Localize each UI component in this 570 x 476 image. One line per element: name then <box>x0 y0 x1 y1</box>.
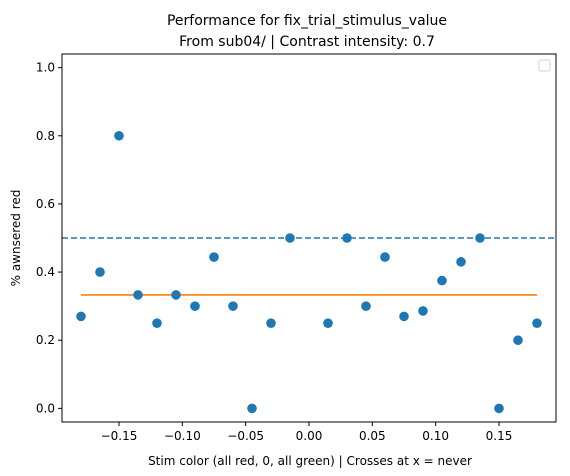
data-point <box>247 404 257 414</box>
data-point <box>475 233 485 243</box>
y-tick-label: 0.6 <box>36 197 55 211</box>
x-tick-label: 0.10 <box>422 429 449 443</box>
data-point <box>76 312 86 322</box>
data-point <box>152 318 162 328</box>
x-tick-label: 0.05 <box>359 429 386 443</box>
data-point <box>342 233 352 243</box>
data-point <box>285 233 295 243</box>
data-point <box>532 318 542 328</box>
data-point <box>418 306 428 316</box>
data-point <box>95 267 105 277</box>
legend-box <box>539 60 550 71</box>
data-point <box>361 301 371 311</box>
data-point <box>114 131 124 141</box>
x-tick-label: −0.05 <box>227 429 264 443</box>
chart-title: Performance for fix_trial_stimulus_value <box>167 13 447 29</box>
y-axis-label: % awnsered red <box>9 190 23 287</box>
data-point <box>437 276 447 286</box>
y-tick-label: 0.2 <box>36 333 55 347</box>
data-point <box>380 252 390 262</box>
data-point <box>133 290 143 300</box>
data-point <box>171 290 181 300</box>
data-point <box>399 312 409 322</box>
x-tick-label: −0.15 <box>101 429 138 443</box>
data-point <box>266 318 276 328</box>
data-point <box>456 257 466 267</box>
x-tick-label: −0.10 <box>164 429 201 443</box>
y-tick-label: 0.0 <box>36 401 55 415</box>
data-point <box>323 318 333 328</box>
plot-area: 0.0 0.2 0.4 0.6 0.8 1.0 −0.15 −0.10 −0.05 0.00 0.0… <box>36 54 556 443</box>
data-point <box>209 252 219 262</box>
x-axis-label: Stim color (all red, 0, all green) | Cro… <box>148 454 472 468</box>
data-point <box>494 404 504 414</box>
chart-subtitle: From sub04/ | Contrast intensity: 0.7 <box>179 34 435 50</box>
y-tick-label: 0.8 <box>36 129 55 143</box>
y-tick-label: 1.0 <box>36 61 55 75</box>
x-tick-label: 0.00 <box>296 429 323 443</box>
data-point <box>513 335 523 345</box>
data-point <box>228 301 238 311</box>
y-tick-label: 0.4 <box>36 265 55 279</box>
x-tick-label: 0.15 <box>486 429 513 443</box>
data-point <box>190 301 200 311</box>
